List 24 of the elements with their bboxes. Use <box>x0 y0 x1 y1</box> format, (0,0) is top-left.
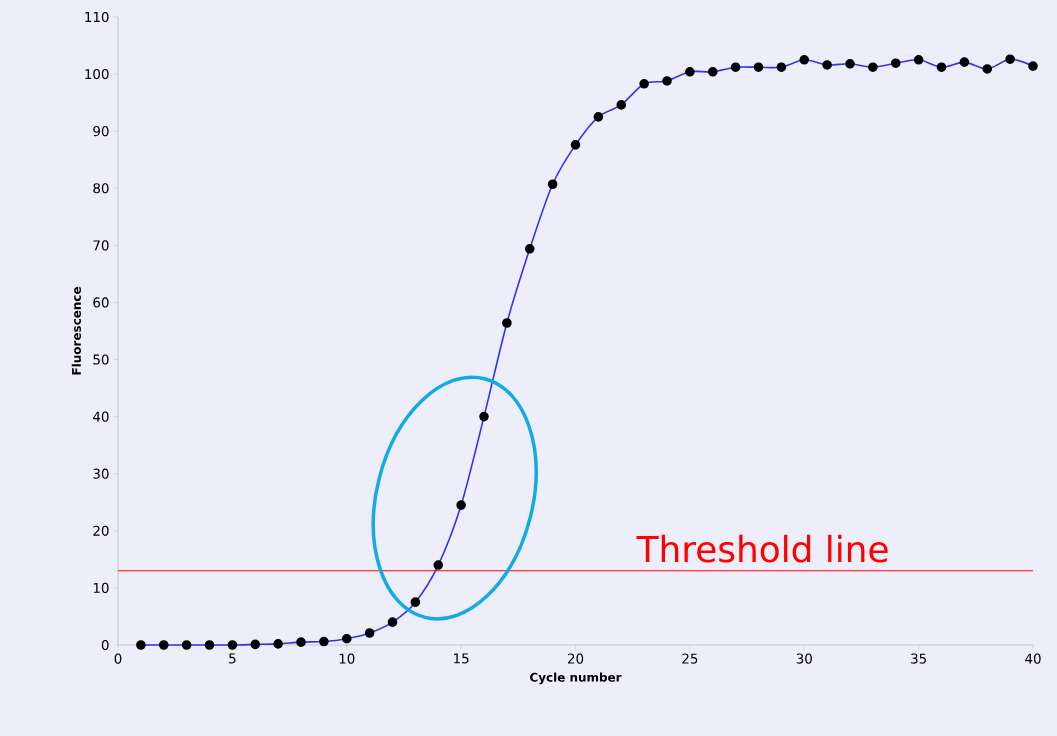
y-tick-label: 30 <box>93 468 109 479</box>
x-tick-label: 40 <box>1025 653 1041 664</box>
y-tick-label: 70 <box>93 240 109 251</box>
y-tick-label: 40 <box>93 411 109 422</box>
x-axis-title: Cycle number <box>530 672 622 685</box>
x-tick-label: 15 <box>454 653 469 664</box>
y-tick-label: 50 <box>93 354 109 365</box>
y-tick-label: 80 <box>93 183 109 194</box>
y-tick-label: 100 <box>85 68 109 80</box>
x-tick-label: 25 <box>682 653 698 664</box>
y-tick-label: 0 <box>101 639 109 651</box>
x-tick-label: 35 <box>911 653 927 664</box>
y-tick-label: 20 <box>93 525 109 536</box>
y-tick-label: 110 <box>85 11 109 23</box>
y-tick-label: 10 <box>93 582 109 593</box>
y-axis-title: Fluorescence <box>71 287 81 375</box>
x-tick-label: 30 <box>796 653 812 664</box>
x-tick-label: 0 <box>114 653 122 664</box>
ref-line-label: Threshold line <box>636 534 888 563</box>
y-tick-label: 60 <box>93 297 109 308</box>
x-tick-label: 20 <box>567 653 584 664</box>
x-tick-label: 10 <box>339 653 355 664</box>
x-tick-label: 5 <box>229 653 236 664</box>
y-tick-label: 90 <box>93 126 109 137</box>
